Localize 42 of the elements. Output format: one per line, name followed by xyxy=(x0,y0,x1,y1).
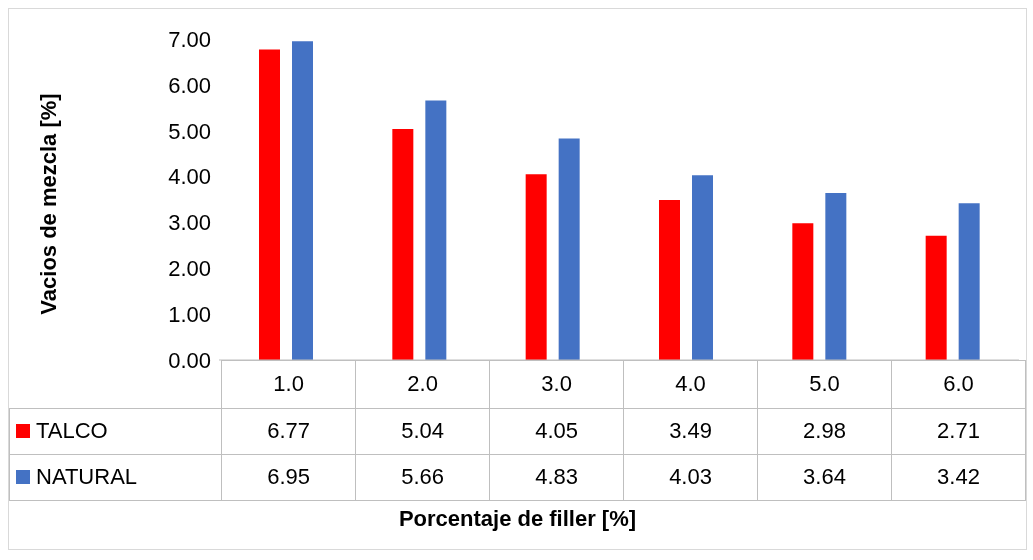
x-tick-label: 3.0 xyxy=(489,360,624,408)
y-tick-label: 4.00 xyxy=(168,164,211,190)
bar xyxy=(392,128,414,360)
data-label: 4.83 xyxy=(489,454,624,500)
bar xyxy=(792,223,814,360)
data-label: 3.49 xyxy=(623,408,758,454)
bar xyxy=(659,199,680,360)
data-label: 2.98 xyxy=(757,408,892,454)
x-tick-label: 5.0 xyxy=(757,360,892,408)
bar xyxy=(525,174,547,360)
data-label: 5.04 xyxy=(355,408,490,454)
x-tick-label: 2.0 xyxy=(355,360,490,408)
legend-label: TALCO xyxy=(35,418,108,444)
y-tick-label: 1.00 xyxy=(168,301,211,327)
y-axis-title: Vacios de mezcla [%] xyxy=(36,93,62,315)
bar xyxy=(825,193,847,360)
data-label: 3.42 xyxy=(891,454,1026,500)
bar xyxy=(558,138,580,360)
data-label: 4.05 xyxy=(489,408,624,454)
x-tick-label: 1.0 xyxy=(221,360,356,408)
y-tick-label: 3.00 xyxy=(168,210,211,236)
bar xyxy=(958,203,980,360)
x-tick-label: 4.0 xyxy=(623,360,758,408)
bar xyxy=(692,175,713,360)
y-tick-label: 0.00 xyxy=(168,347,211,373)
data-label: 5.66 xyxy=(355,454,490,500)
y-tick-label: 5.00 xyxy=(168,118,211,144)
y-tick-label: 2.00 xyxy=(168,256,211,282)
data-label: 3.64 xyxy=(757,454,892,500)
bar xyxy=(259,49,280,360)
bar xyxy=(292,41,313,360)
x-axis-title: Porcentaje de filler [%] xyxy=(397,506,638,532)
bar xyxy=(425,100,447,360)
y-tick-label: 7.00 xyxy=(168,26,211,52)
x-tick-label: 6.0 xyxy=(891,360,1026,408)
data-label: 6.95 xyxy=(221,454,356,500)
data-label: 4.03 xyxy=(623,454,758,500)
y-tick-label: 6.00 xyxy=(168,72,211,98)
bar xyxy=(925,235,947,360)
data-label: 2.71 xyxy=(891,408,1026,454)
legend-label: NATURAL xyxy=(35,464,138,490)
data-label: 6.77 xyxy=(221,408,356,454)
